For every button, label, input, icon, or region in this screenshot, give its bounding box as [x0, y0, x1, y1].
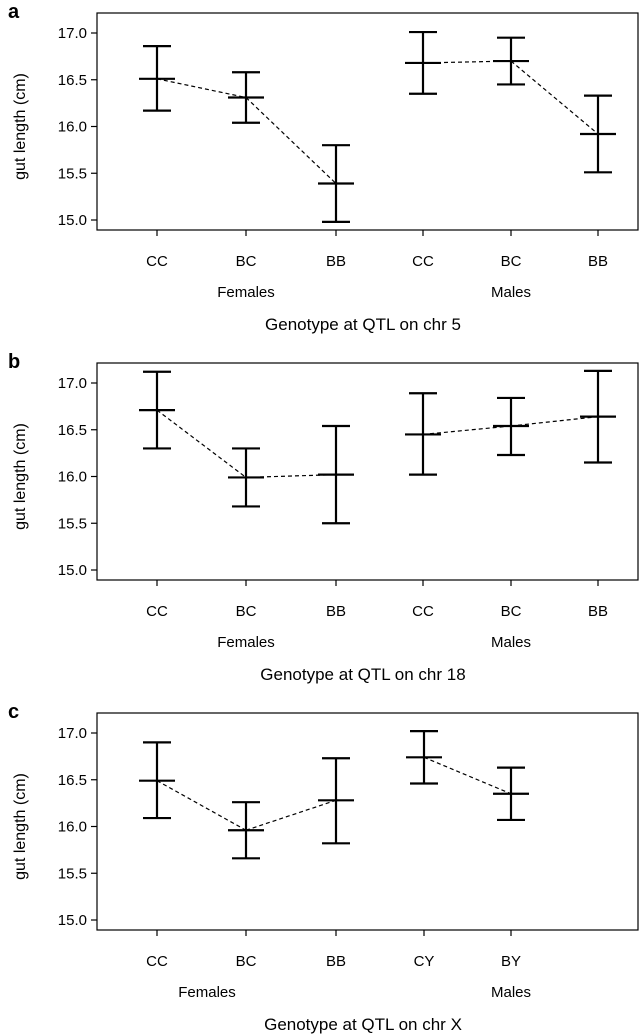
trend-line	[156, 780, 247, 831]
plot-frame	[96, 362, 639, 581]
x-tick-label: BC	[501, 603, 522, 620]
y-tick-label: 15.0	[58, 562, 87, 579]
x-tick-label: BB	[588, 603, 608, 620]
y-tick-label: 16.0	[58, 119, 87, 136]
group-label: Females	[217, 284, 275, 301]
x-tick-label: CC	[412, 603, 434, 620]
plot-frame	[96, 712, 639, 931]
group-label: Females	[217, 634, 275, 651]
trend-line	[422, 425, 512, 436]
y-tick-label: 17.0	[58, 25, 87, 42]
panel-letter: a	[8, 1, 20, 23]
trend-line	[422, 60, 512, 64]
y-tick-label: 17.0	[58, 375, 87, 392]
x-tick-label: BC	[501, 253, 522, 270]
panel-letter: c	[8, 701, 19, 723]
x-tick-label: BC	[236, 603, 257, 620]
trend-line	[423, 756, 512, 795]
x-axis-title: Genotype at QTL on chr 18	[260, 665, 465, 684]
group-label: Males	[491, 634, 531, 651]
y-tick-label: 15.5	[58, 165, 87, 182]
y-axis-title: gut length (cm)	[12, 773, 29, 880]
trend-line	[245, 97, 337, 184]
trend-line	[156, 409, 247, 478]
plot-frame	[96, 12, 639, 231]
x-tick-label: CC	[146, 953, 168, 970]
x-tick-label: CC	[412, 253, 434, 270]
y-tick-label: 16.5	[58, 72, 87, 89]
y-tick-label: 16.5	[58, 772, 87, 789]
y-tick-label: 17.0	[58, 725, 87, 742]
trend-line	[510, 416, 599, 427]
x-tick-label: BB	[326, 253, 346, 270]
y-tick-label: 15.0	[58, 912, 87, 929]
trend-line	[156, 78, 247, 99]
y-axis-title: gut length (cm)	[12, 423, 29, 530]
x-tick-label: CC	[146, 253, 168, 270]
x-tick-label: BB	[326, 953, 346, 970]
panel-letter: b	[8, 351, 20, 373]
y-tick-label: 15.5	[58, 515, 87, 532]
x-tick-label: BY	[501, 953, 521, 970]
x-tick-label: BB	[326, 603, 346, 620]
trend-line	[510, 60, 599, 135]
y-tick-label: 15.0	[58, 212, 87, 229]
y-tick-label: 16.0	[58, 819, 87, 836]
x-tick-label: BC	[236, 953, 257, 970]
y-tick-label: 16.5	[58, 422, 87, 439]
x-axis-title: Genotype at QTL on chr 5	[265, 315, 461, 334]
x-tick-label: CY	[414, 953, 435, 970]
x-axis-title: Genotype at QTL on chr X	[264, 1015, 462, 1034]
group-label: Females	[178, 984, 236, 1001]
y-axis-title: gut length (cm)	[12, 73, 29, 180]
trend-line	[245, 799, 337, 831]
x-tick-label: BB	[588, 253, 608, 270]
trend-line	[245, 474, 337, 479]
y-tick-label: 15.5	[58, 865, 87, 882]
group-label: Males	[491, 284, 531, 301]
y-tick-label: 16.0	[58, 469, 87, 486]
group-label: Males	[491, 984, 531, 1001]
x-tick-label: BC	[236, 253, 257, 270]
x-tick-label: CC	[146, 603, 168, 620]
